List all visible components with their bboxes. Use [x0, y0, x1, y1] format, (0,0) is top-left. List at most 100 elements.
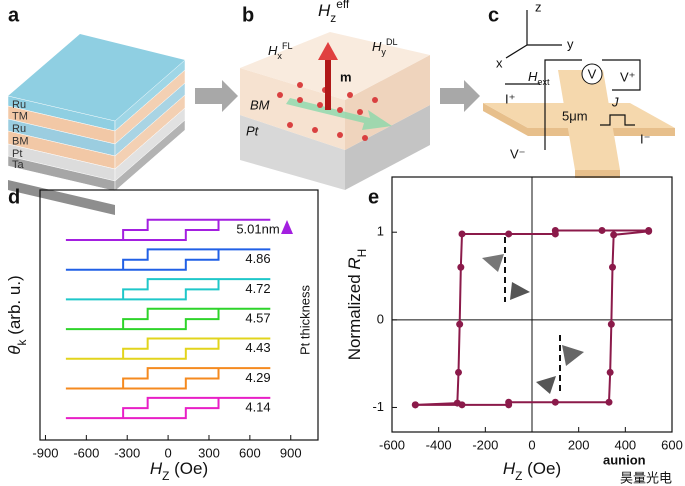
y-tick-label: 0 — [377, 311, 384, 326]
axis-name: x — [496, 55, 503, 70]
stack — [7, 59, 186, 192]
panel-c — [483, 10, 675, 178]
x-tick-label: -900 — [32, 445, 58, 460]
x-tick-label: 600 — [661, 437, 683, 452]
field-label-var: H — [372, 39, 382, 54]
probe-label: V⁺ — [620, 69, 636, 84]
field-label: Hzeff — [318, 0, 350, 25]
layer-top — [8, 34, 185, 121]
x-tick-label: 300 — [198, 445, 220, 460]
data-point — [505, 230, 513, 238]
panel-label: d — [8, 186, 20, 208]
series-label: 4.86 — [245, 251, 270, 266]
voltmeter — [581, 63, 603, 85]
x-axis-label-post: (Oe) — [522, 459, 561, 478]
field-label-sup: DL — [386, 37, 398, 47]
x-tick-label: 200 — [568, 437, 590, 452]
data-point — [551, 398, 559, 406]
scale-label: 5μm — [562, 108, 588, 123]
layer-label: TM — [12, 110, 28, 122]
field-label-sub: ext — [537, 77, 550, 87]
data-point — [411, 401, 419, 409]
y-axis-label-sub: H — [355, 249, 369, 258]
x-tick-label: 0 — [528, 437, 535, 452]
field-label-var: H — [318, 1, 331, 20]
data-point — [453, 399, 461, 407]
data-point — [456, 320, 464, 328]
data-point — [551, 230, 559, 238]
axis-name: y — [567, 36, 574, 51]
field-label-sub: z — [330, 11, 336, 25]
x-tick-label: -300 — [114, 445, 140, 460]
watermark: 昊量光电 — [620, 470, 672, 485]
field-label-sup: eff — [336, 0, 350, 11]
y-axis-label-var: θ — [5, 345, 24, 355]
thickness-arrow-head — [281, 220, 293, 234]
field-label-var: H — [268, 43, 278, 58]
x-tick-label: -600 — [379, 437, 405, 452]
y-tick-label: 1 — [377, 224, 384, 239]
bm-layer — [240, 68, 345, 150]
moment-label: m — [340, 69, 352, 84]
loop-line — [65, 367, 271, 390]
series-label: 4.14 — [245, 400, 270, 415]
x-axis-label: HZ (Oe) — [150, 459, 208, 483]
x-tick-label: 0 — [164, 445, 171, 460]
field-label-sup: FL — [282, 41, 293, 51]
y-axis-label-sub: k — [15, 339, 29, 345]
bm-top — [240, 32, 430, 100]
x-tick-label: 400 — [614, 437, 636, 452]
data-point — [458, 230, 466, 238]
series-label: 4.43 — [245, 340, 270, 355]
axis-name: z — [535, 0, 542, 14]
y-axis-label: θk (arb. u.) — [5, 275, 29, 354]
y-axis-label: Normalized RH — [345, 249, 369, 361]
field-label: HxFL — [268, 41, 293, 61]
data-point — [610, 231, 618, 239]
data-point — [606, 368, 614, 376]
data-point — [505, 398, 513, 406]
hall-bar-side — [575, 170, 620, 178]
current-arrow — [286, 98, 392, 130]
data-point — [457, 263, 465, 271]
loop-line — [65, 218, 271, 241]
probe-label: I⁺ — [505, 91, 515, 106]
watermark: aunion — [603, 452, 646, 467]
loop-line — [65, 307, 271, 331]
data-point — [598, 226, 606, 234]
x-axis-label: HZ (Oe) — [503, 459, 561, 483]
layer-label: Ru — [12, 123, 26, 135]
inset-icons — [281, 220, 584, 415]
side-label: Pt thickness — [297, 284, 312, 355]
layer-label: BM — [250, 97, 270, 112]
layer-label: Ta — [12, 159, 25, 171]
flow-arrow — [440, 80, 480, 112]
wires — [505, 10, 641, 150]
loop-line — [65, 396, 271, 420]
data-point — [645, 226, 653, 234]
field-label-var: H — [528, 69, 538, 84]
panel-label: a — [8, 4, 20, 26]
current-label: J — [611, 94, 619, 109]
data-point — [605, 398, 613, 406]
hall-bar — [558, 70, 620, 170]
loop-line — [65, 248, 271, 271]
flow-arrow — [195, 80, 238, 112]
y-axis-label-post: (arb. u.) — [5, 275, 24, 339]
spins — [277, 82, 378, 141]
data-point — [607, 320, 615, 328]
field-label: HyDL — [372, 37, 398, 57]
panel-label: b — [242, 4, 254, 26]
data-point — [609, 263, 616, 271]
x-tick-label: -600 — [73, 445, 99, 460]
probe-label: V⁻ — [510, 146, 526, 161]
plot-frame — [39, 189, 319, 441]
panel-b — [240, 32, 430, 190]
layer-face — [8, 180, 115, 215]
data-point — [455, 368, 462, 376]
layer-side — [114, 119, 186, 192]
layer-label: Pt — [246, 123, 260, 138]
x-axis-label-sub: Z — [515, 469, 522, 483]
y-axis-label-var: R — [345, 257, 364, 269]
